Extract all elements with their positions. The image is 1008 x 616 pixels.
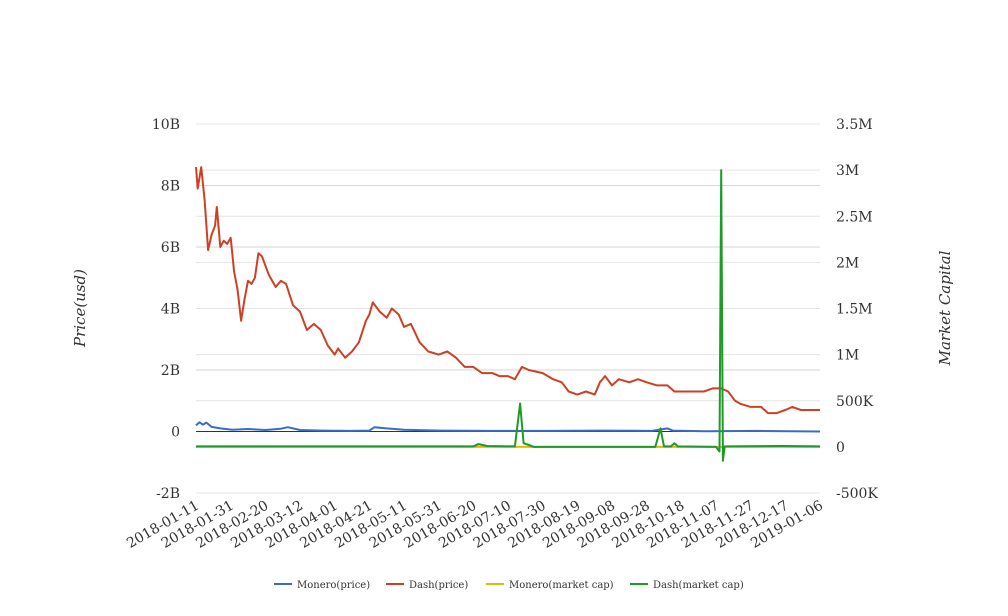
series-line-dash-market-cap [196, 169, 821, 462]
x-axis-ticks: 2018-01-112018-01-312018-02-202018-03-12… [124, 498, 826, 552]
left-tick-label: 4B [161, 302, 180, 318]
series-lines [195, 166, 821, 462]
legend-label: Monero(market cap) [509, 580, 614, 591]
right-tick-label: 2M [836, 255, 859, 271]
right-tick-label: 1M [836, 348, 859, 364]
left-tick-label: 0 [171, 425, 180, 441]
right-axis-ticks: -500K 0 500K 1M 1.5M 2M 2.5M 3M 3.5M [836, 117, 878, 502]
left-axis-ticks: -2B 0 2B 4B 6B 8B 10B [152, 117, 180, 502]
legend-label: Dash(market cap) [653, 580, 744, 591]
series-line-dash-price [195, 166, 820, 415]
right-tick-label: 3M [836, 163, 859, 179]
right-tick-label: 0 [836, 440, 845, 456]
left-tick-label: 2B [161, 363, 180, 379]
left-tick-label: 6B [161, 240, 180, 256]
right-tick-label: 1.5M [836, 302, 873, 318]
right-tick-label: 3.5M [836, 117, 873, 133]
right-tick-label: 500K [836, 394, 874, 410]
left-tick-label: 10B [152, 117, 180, 133]
legend-label: Monero(price) [297, 580, 370, 591]
left-tick-label: -2B [156, 486, 180, 502]
grid-lines [196, 123, 820, 494]
right-axis-title: Market Capital [936, 250, 954, 366]
right-tick-label: -500K [836, 486, 878, 502]
series-line-monero-price [195, 421, 821, 433]
left-axis-title: Price(usd) [71, 269, 89, 348]
legend: Monero(price) Dash(price) Monero(market ca… [274, 580, 744, 591]
legend-label: Dash(price) [409, 580, 468, 591]
right-tick-label: 2.5M [836, 209, 873, 225]
left-tick-label: 8B [161, 179, 180, 195]
